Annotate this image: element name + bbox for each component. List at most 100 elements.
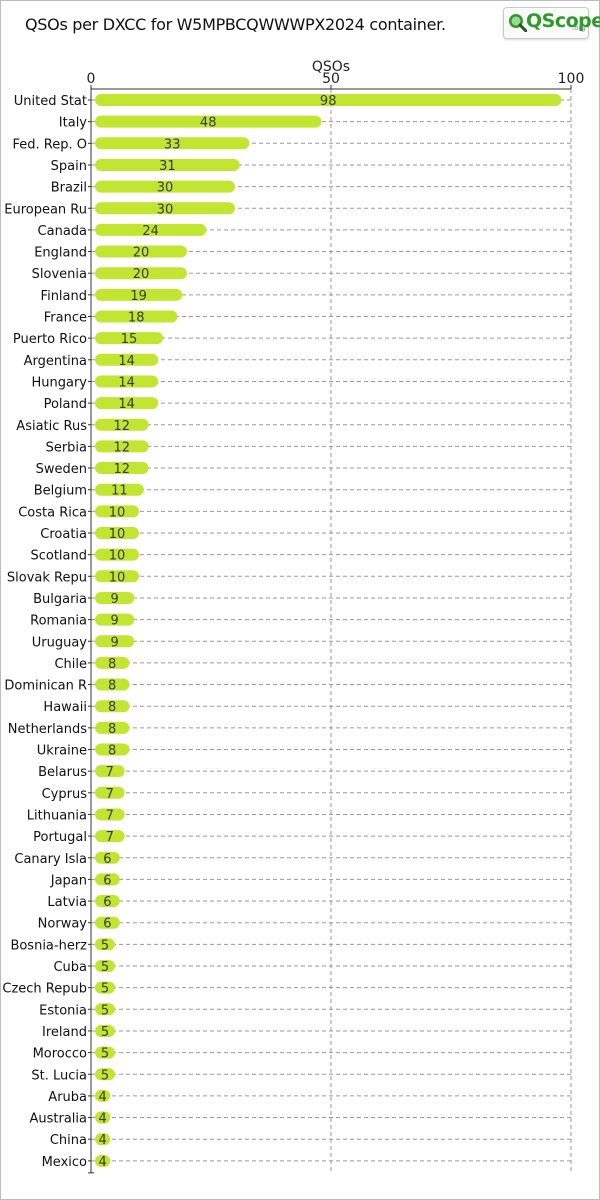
value-label: 15 — [121, 332, 138, 347]
value-label: 12 — [114, 462, 131, 477]
category-label: Poland — [44, 397, 87, 412]
value-label: 12 — [114, 419, 131, 434]
category-label: Chile — [54, 657, 87, 672]
category-label: Slovak Repu — [7, 570, 87, 585]
category-label: Uruguay — [32, 635, 88, 650]
bar — [95, 332, 163, 345]
value-label: 5 — [101, 982, 109, 997]
value-label: 14 — [118, 397, 135, 412]
bar — [95, 548, 139, 561]
bar — [95, 245, 187, 258]
category-label: St. Lucia — [31, 1068, 87, 1083]
bar — [95, 418, 149, 431]
bar — [95, 137, 250, 150]
category-label: Mexico — [42, 1155, 87, 1170]
x-tick-label: 0 — [87, 71, 96, 87]
category-label: Hawaii — [43, 700, 87, 715]
bar — [95, 180, 235, 193]
category-label: Costa Rica — [18, 505, 87, 520]
category-label: Canary Isla — [14, 852, 87, 867]
bar — [95, 808, 125, 821]
bar — [95, 895, 120, 908]
bar — [95, 916, 120, 929]
value-label: 7 — [106, 830, 114, 845]
bar — [95, 960, 115, 972]
category-label: Japan — [50, 873, 87, 888]
bar — [95, 158, 240, 171]
category-label: Morocco — [33, 1047, 87, 1062]
category-label: China — [50, 1133, 87, 1148]
bar — [95, 765, 125, 778]
value-label: 4 — [98, 1090, 106, 1105]
value-label: 33 — [164, 137, 181, 152]
value-label: 18 — [128, 311, 145, 326]
bar — [95, 1046, 115, 1059]
category-label: Aruba — [48, 1090, 87, 1105]
bar — [95, 202, 235, 215]
bar — [95, 656, 130, 669]
bar — [95, 527, 139, 539]
value-label: 30 — [157, 202, 174, 217]
value-label: 9 — [110, 592, 118, 607]
value-label: 5 — [101, 1003, 109, 1018]
bar — [95, 938, 115, 951]
bar — [95, 267, 187, 280]
bar — [95, 1133, 111, 1146]
category-label: Netherlands — [8, 722, 87, 737]
bar — [95, 288, 183, 301]
bar — [95, 721, 130, 734]
bar — [95, 591, 135, 604]
bar — [95, 223, 207, 236]
category-label: Estonia — [39, 1003, 87, 1018]
value-label: 31 — [159, 159, 176, 174]
value-label: 6 — [103, 852, 111, 867]
value-label: 30 — [157, 181, 174, 196]
category-label: France — [44, 311, 87, 326]
value-label: 98 — [320, 94, 337, 109]
magnifier-icon — [509, 14, 527, 32]
value-label: 8 — [108, 657, 116, 672]
category-label: Sweden — [36, 462, 87, 477]
grid-lines — [91, 89, 572, 1173]
bar — [95, 94, 562, 106]
value-label: 11 — [111, 484, 128, 499]
category-label: Bulgaria — [33, 592, 87, 607]
bar — [95, 873, 120, 886]
value-label: 10 — [109, 549, 126, 564]
category-label: Norway — [38, 917, 88, 932]
x-axis-title: QSOs — [312, 59, 350, 75]
value-label: 10 — [109, 570, 126, 585]
value-label: 8 — [108, 744, 116, 759]
category-label: Asiatic Rus — [16, 419, 87, 434]
category-label: Cuba — [53, 960, 87, 975]
value-label: 7 — [106, 808, 114, 823]
category-label: Slovenia — [32, 267, 87, 282]
value-label: 14 — [118, 354, 135, 369]
value-label: 20 — [133, 267, 150, 282]
bar — [95, 115, 322, 128]
value-label: 5 — [101, 938, 109, 953]
category-label: Brazil — [51, 181, 87, 196]
bars — [95, 94, 562, 1167]
value-label: 7 — [106, 765, 114, 780]
bar — [95, 1089, 111, 1102]
value-label: 9 — [110, 635, 118, 650]
x-tick-label: 100 — [558, 71, 585, 87]
category-label: Argentina — [24, 354, 87, 369]
bar — [95, 613, 135, 626]
bar — [95, 981, 115, 994]
category-label: Cyprus — [42, 787, 88, 802]
bar — [95, 830, 125, 843]
value-label: 8 — [108, 700, 116, 715]
category-label: Dominican R — [4, 679, 87, 694]
bar — [95, 1068, 115, 1081]
category-label: Italy — [59, 116, 88, 131]
value-label: 20 — [133, 246, 150, 261]
value-label: 9 — [110, 614, 118, 629]
bar — [95, 505, 139, 518]
bar — [95, 440, 149, 453]
bar — [95, 786, 125, 799]
value-label: 4 — [98, 1133, 106, 1148]
value-label: 48 — [200, 116, 217, 131]
qscope-logo[interactable]: QScope .org — [503, 7, 600, 39]
